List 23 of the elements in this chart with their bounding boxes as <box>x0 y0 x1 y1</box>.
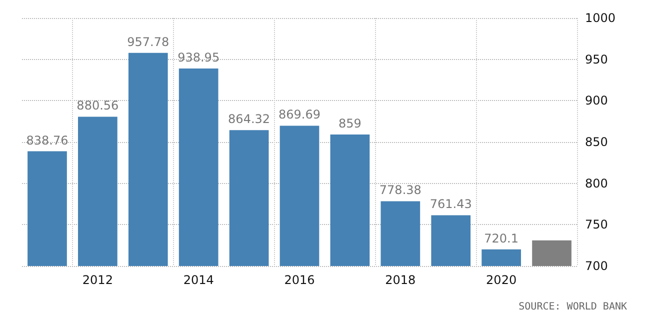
x-tick-label: 2012 <box>82 273 113 287</box>
data-label: 761.43 <box>430 197 472 212</box>
data-label: 838.76 <box>26 133 68 148</box>
data-label: 778.38 <box>379 183 422 198</box>
data-label: 957.78 <box>127 34 170 49</box>
y-tick-label: 750 <box>585 218 608 232</box>
data-label: 869.69 <box>278 108 320 122</box>
data-label: 864.32 <box>228 112 270 126</box>
y-tick-label: 800 <box>585 176 608 190</box>
data-label: 938.95 <box>178 50 220 64</box>
data-label: 880.56 <box>76 98 119 113</box>
y-tick-label: 900 <box>585 94 608 108</box>
source-note: SOURCE: WORLD BANK <box>518 302 628 312</box>
y-tick-label: 700 <box>585 259 608 273</box>
x-tick-label: 2014 <box>183 273 214 287</box>
data-label: 859 <box>338 116 362 131</box>
x-tick-label: 2018 <box>385 273 416 287</box>
y-tick-label: 1000 <box>585 11 616 25</box>
y-tick-label: 850 <box>585 135 608 149</box>
x-tick-label: 2016 <box>284 273 315 287</box>
data-label: 720.1 <box>484 231 518 246</box>
x-tick-label: 2020 <box>486 273 517 287</box>
y-tick-label: 950 <box>585 52 608 66</box>
